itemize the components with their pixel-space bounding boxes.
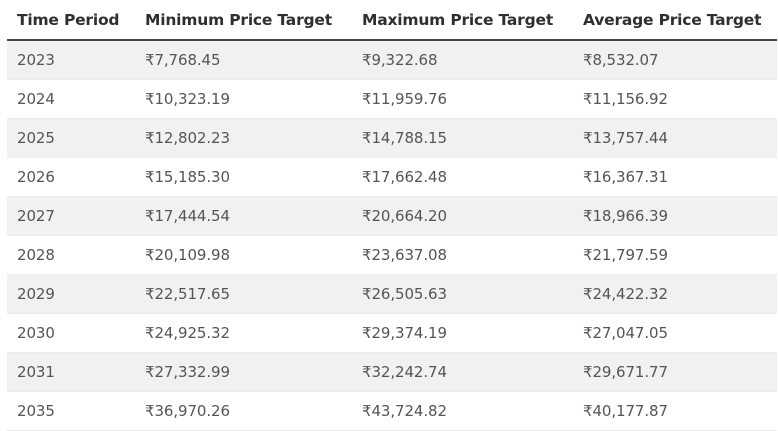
table-row: 2026 ₹15,185.30 ₹17,662.48 ₹16,367.31 bbox=[7, 157, 777, 197]
cell-average-price: ₹13,757.44 bbox=[573, 118, 777, 158]
cell-time-period: 2023 bbox=[7, 40, 135, 80]
table-row: 2023 ₹7,768.45 ₹9,322.68 ₹8,532.07 bbox=[7, 40, 777, 80]
cell-maximum-price: ₹26,505.63 bbox=[352, 274, 573, 314]
cell-time-period: 2035 bbox=[7, 391, 135, 431]
price-target-table: Time Period Minimum Price Target Maximum… bbox=[7, 0, 777, 431]
table-row: 2031 ₹27,332.99 ₹32,242.74 ₹29,671.77 bbox=[7, 352, 777, 392]
cell-minimum-price: ₹24,925.32 bbox=[135, 313, 352, 353]
header-maximum-price-target: Maximum Price Target bbox=[352, 0, 573, 41]
table-row: 2028 ₹20,109.98 ₹23,637.08 ₹21,797.59 bbox=[7, 235, 777, 275]
cell-average-price: ₹27,047.05 bbox=[573, 313, 777, 353]
cell-minimum-price: ₹36,970.26 bbox=[135, 391, 352, 431]
table-row: 2027 ₹17,444.54 ₹20,664.20 ₹18,966.39 bbox=[7, 196, 777, 236]
cell-maximum-price: ₹32,242.74 bbox=[352, 352, 573, 392]
cell-time-period: 2024 bbox=[7, 79, 135, 119]
table-body: 2023 ₹7,768.45 ₹9,322.68 ₹8,532.07 2024 … bbox=[7, 40, 777, 431]
cell-minimum-price: ₹22,517.65 bbox=[135, 274, 352, 314]
cell-minimum-price: ₹27,332.99 bbox=[135, 352, 352, 392]
cell-time-period: 2028 bbox=[7, 235, 135, 275]
cell-maximum-price: ₹17,662.48 bbox=[352, 157, 573, 197]
cell-maximum-price: ₹9,322.68 bbox=[352, 40, 573, 80]
cell-minimum-price: ₹20,109.98 bbox=[135, 235, 352, 275]
cell-average-price: ₹8,532.07 bbox=[573, 40, 777, 80]
cell-average-price: ₹11,156.92 bbox=[573, 79, 777, 119]
cell-minimum-price: ₹17,444.54 bbox=[135, 196, 352, 236]
cell-time-period: 2027 bbox=[7, 196, 135, 236]
cell-average-price: ₹16,367.31 bbox=[573, 157, 777, 197]
table-row: 2030 ₹24,925.32 ₹29,374.19 ₹27,047.05 bbox=[7, 313, 777, 353]
cell-average-price: ₹40,177.87 bbox=[573, 391, 777, 431]
cell-minimum-price: ₹12,802.23 bbox=[135, 118, 352, 158]
cell-maximum-price: ₹11,959.76 bbox=[352, 79, 573, 119]
cell-time-period: 2026 bbox=[7, 157, 135, 197]
cell-average-price: ₹18,966.39 bbox=[573, 196, 777, 236]
cell-minimum-price: ₹15,185.30 bbox=[135, 157, 352, 197]
header-average-price-target: Average Price Target bbox=[573, 0, 777, 41]
cell-average-price: ₹21,797.59 bbox=[573, 235, 777, 275]
table-row: 2025 ₹12,802.23 ₹14,788.15 ₹13,757.44 bbox=[7, 118, 777, 158]
cell-maximum-price: ₹23,637.08 bbox=[352, 235, 573, 275]
cell-time-period: 2025 bbox=[7, 118, 135, 158]
cell-maximum-price: ₹29,374.19 bbox=[352, 313, 573, 353]
table-header: Time Period Minimum Price Target Maximum… bbox=[7, 0, 777, 41]
header-minimum-price-target: Minimum Price Target bbox=[135, 0, 352, 41]
cell-time-period: 2031 bbox=[7, 352, 135, 392]
cell-average-price: ₹24,422.32 bbox=[573, 274, 777, 314]
header-time-period: Time Period bbox=[7, 0, 135, 41]
cell-maximum-price: ₹20,664.20 bbox=[352, 196, 573, 236]
cell-minimum-price: ₹10,323.19 bbox=[135, 79, 352, 119]
price-target-table-container: Time Period Minimum Price Target Maximum… bbox=[7, 0, 777, 431]
cell-minimum-price: ₹7,768.45 bbox=[135, 40, 352, 80]
table-row: 2029 ₹22,517.65 ₹26,505.63 ₹24,422.32 bbox=[7, 274, 777, 314]
table-row: 2035 ₹36,970.26 ₹43,724.82 ₹40,177.87 bbox=[7, 391, 777, 431]
cell-maximum-price: ₹43,724.82 bbox=[352, 391, 573, 431]
table-row: 2024 ₹10,323.19 ₹11,959.76 ₹11,156.92 bbox=[7, 79, 777, 119]
cell-time-period: 2029 bbox=[7, 274, 135, 314]
cell-maximum-price: ₹14,788.15 bbox=[352, 118, 573, 158]
cell-time-period: 2030 bbox=[7, 313, 135, 353]
header-row: Time Period Minimum Price Target Maximum… bbox=[7, 0, 777, 41]
cell-average-price: ₹29,671.77 bbox=[573, 352, 777, 392]
